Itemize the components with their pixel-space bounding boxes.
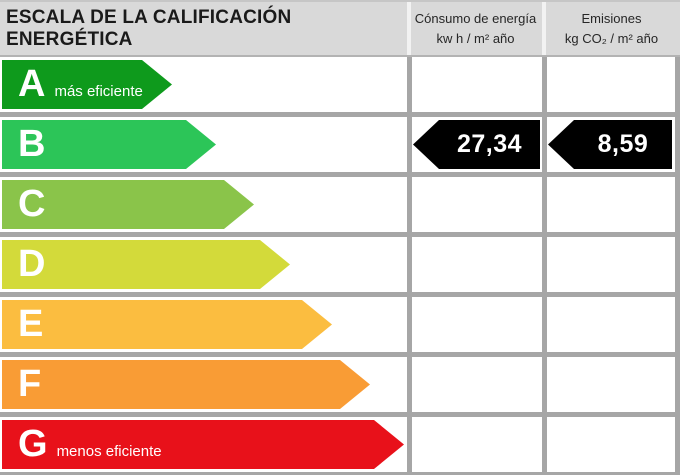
rating-arrow: A más eficiente <box>2 60 172 109</box>
page-title: ESCALA DE LA CALIFICACIÓN ENERGÉTICA <box>6 7 292 50</box>
emissions-value-arrow: 8,59 <box>548 120 672 169</box>
consumption-column-header: Cónsumo de energía kw h / m² año <box>408 2 543 55</box>
consumption-header-line2: kw h / m² año <box>436 30 515 46</box>
rating-arrow: E <box>2 300 332 349</box>
consumption-cell: 27,34 <box>413 120 540 169</box>
rating-letter: G <box>18 423 48 465</box>
title-cell: ESCALA DE LA CALIFICACIÓN ENERGÉTICA <box>0 2 408 55</box>
header-divider <box>542 2 546 55</box>
rating-letter: A <box>18 63 46 105</box>
rating-row: B 27,34 8,59 <box>0 117 680 177</box>
header: ESCALA DE LA CALIFICACIÓN ENERGÉTICA Cón… <box>0 2 680 57</box>
consumption-value: 27,34 <box>456 130 523 158</box>
rating-sublabel: más eficiente <box>54 83 143 100</box>
rating-row: E <box>0 297 680 357</box>
grid-line-vertical <box>675 57 680 475</box>
rating-arrow: D <box>2 240 290 289</box>
rating-sublabel: menos eficiente <box>56 443 162 460</box>
rating-row: D <box>0 237 680 297</box>
rating-row: F <box>0 357 680 417</box>
rating-letter: B <box>18 123 46 165</box>
rating-row: C <box>0 177 680 237</box>
rating-arrow: B <box>2 120 216 169</box>
header-divider <box>407 2 411 55</box>
rating-arrow: F <box>2 360 370 409</box>
rating-rows: A más eficiente B 27,34 8,59 C <box>0 57 680 475</box>
consumption-header-line1: Cónsumo de energía <box>414 11 537 26</box>
consumption-value-arrow: 27,34 <box>413 120 540 169</box>
grid-line-vertical <box>407 57 412 475</box>
rating-letter: C <box>18 183 46 225</box>
emissions-header-line2: kg CO₂ / m² año <box>564 30 659 46</box>
rating-row: G menos eficiente <box>0 417 680 475</box>
rating-letter: F <box>18 363 42 405</box>
rating-row: A más eficiente <box>0 57 680 117</box>
emissions-column-header: Emisiones kg CO₂ / m² año <box>543 2 680 55</box>
rating-letter: D <box>18 243 46 285</box>
emissions-header-line1: Emisiones <box>581 11 642 26</box>
emissions-cell: 8,59 <box>548 120 672 169</box>
rating-arrow: C <box>2 180 254 229</box>
grid-line-vertical <box>542 57 547 475</box>
emissions-value: 8,59 <box>597 130 649 158</box>
rating-letter: E <box>18 303 44 345</box>
rating-arrow: G menos eficiente <box>2 420 404 469</box>
